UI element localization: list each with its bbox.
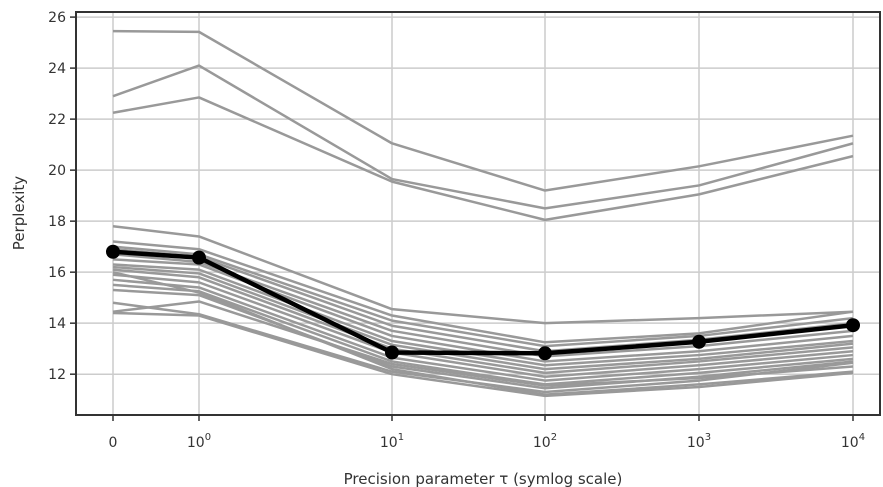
- mean-point: [106, 244, 120, 259]
- mean-line: [112, 249, 854, 356]
- y-tick-label: 20: [48, 163, 66, 179]
- run-line-3: [112, 96, 854, 222]
- run-line-12: [112, 268, 854, 375]
- mean-point: [692, 334, 706, 349]
- mean-point: [192, 250, 206, 265]
- run-line-20: [112, 270, 854, 396]
- x-tick-label: 101: [380, 432, 404, 451]
- run-line-11: [112, 265, 854, 371]
- mean-point: [538, 346, 552, 361]
- x-axis-label: Precision parameter τ (symlog scale): [344, 470, 623, 487]
- run-line-9: [112, 258, 854, 363]
- run-lines: [112, 29, 854, 398]
- y-tick-label: 18: [48, 214, 66, 230]
- run-line-6: [112, 245, 854, 348]
- run-line-18: [112, 300, 854, 387]
- y-tick-label: 14: [48, 316, 66, 332]
- run-line-4: [112, 225, 854, 325]
- x-tick-label: 102: [533, 432, 557, 451]
- tick-labels: 12 14 16 18 20 22 24 26 0 100 101 102 103 104: [48, 10, 865, 451]
- y-tick-label: 12: [48, 367, 66, 383]
- y-tick-label: 26: [48, 10, 66, 26]
- y-tick-label: 22: [48, 112, 66, 128]
- x-tick-label: 100: [187, 432, 211, 451]
- run-line-13: [112, 273, 854, 378]
- mean-point: [385, 345, 399, 360]
- run-line-2: [112, 64, 854, 210]
- run-line-1: [112, 29, 854, 192]
- run-line-16: [112, 288, 854, 390]
- run-line-14: [112, 278, 854, 382]
- x-tick-label: 103: [687, 432, 711, 451]
- y-axis-label: Perplexity: [10, 176, 28, 250]
- run-line-19: [112, 311, 854, 398]
- plot-frame: [75, 11, 881, 416]
- mean-line-group: [106, 244, 860, 361]
- x-tick-label: 104: [841, 432, 865, 451]
- run-line-5: [112, 240, 854, 344]
- axes: [75, 11, 881, 416]
- mean-point: [846, 318, 860, 333]
- y-tick-label: 24: [48, 61, 66, 77]
- x-tick-label: 0: [109, 435, 118, 451]
- y-tick-label: 16: [48, 265, 66, 281]
- run-line-8: [112, 253, 854, 358]
